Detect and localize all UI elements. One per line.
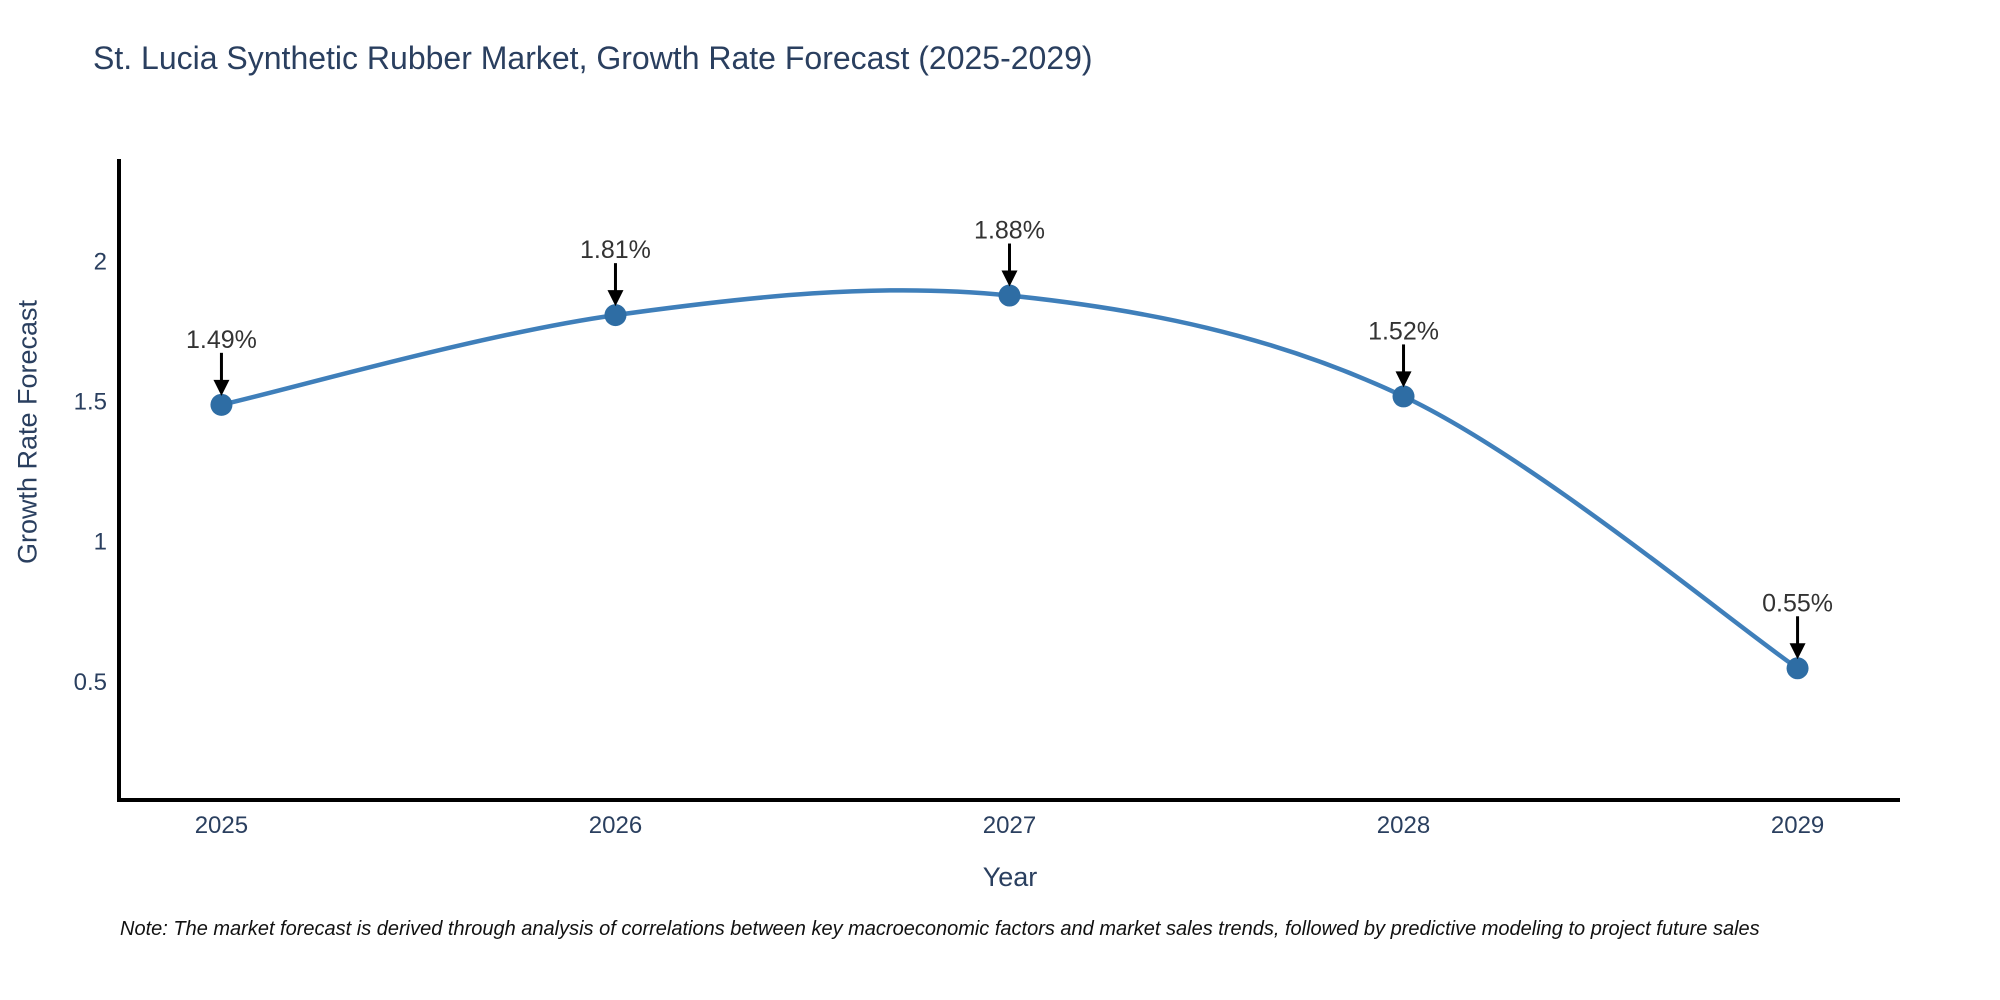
data-point-marker: [604, 304, 627, 327]
footnote: Note: The market forecast is derived thr…: [120, 918, 1760, 940]
data-point-marker: [1786, 657, 1809, 680]
annotation-group: 0.55%: [1762, 589, 1833, 680]
annotation-group: 1.81%: [580, 236, 651, 327]
y-tick-label: 1.5: [74, 389, 107, 416]
annotation-arrowhead: [607, 290, 624, 307]
data-point-marker: [1392, 385, 1415, 408]
x-tick-label: 2026: [589, 812, 642, 839]
y-tick-label: 1: [94, 529, 107, 556]
annotation-group: 1.88%: [974, 217, 1045, 307]
y-tick-label: 0.5: [74, 669, 107, 696]
x-tick-label: 2025: [195, 812, 248, 839]
data-point-marker: [998, 284, 1021, 307]
data-point-label: 1.88%: [974, 217, 1045, 245]
annotation-arrowhead: [1395, 371, 1412, 388]
x-tick-label: 2027: [983, 812, 1036, 839]
data-point-label: 0.55%: [1762, 589, 1833, 617]
annotation-arrowhead: [1789, 643, 1806, 660]
annotation-arrowhead: [1001, 270, 1018, 287]
y-tick-label: 2: [94, 248, 107, 275]
data-point-marker: [210, 393, 233, 416]
x-tick-label: 2029: [1771, 812, 1824, 839]
y-tick-labels: 0.5 1 1.5 2: [74, 248, 107, 695]
x-tick-label: 2028: [1377, 812, 1430, 839]
data-point-label: 1.49%: [186, 326, 257, 354]
x-tick-labels: 2025 2026 2027 2028 2029: [195, 812, 1825, 839]
annotation-arrowhead: [213, 379, 230, 396]
chart-title: St. Lucia Synthetic Rubber Market, Growt…: [93, 40, 1093, 76]
data-point-label: 1.81%: [580, 236, 651, 264]
forecast-line: [219, 288, 1800, 671]
data-point-label: 1.52%: [1368, 317, 1439, 345]
annotation-group: 1.52%: [1368, 317, 1439, 408]
annotation-group: 1.49%: [186, 326, 257, 416]
x-axis-title: Year: [982, 862, 1038, 892]
